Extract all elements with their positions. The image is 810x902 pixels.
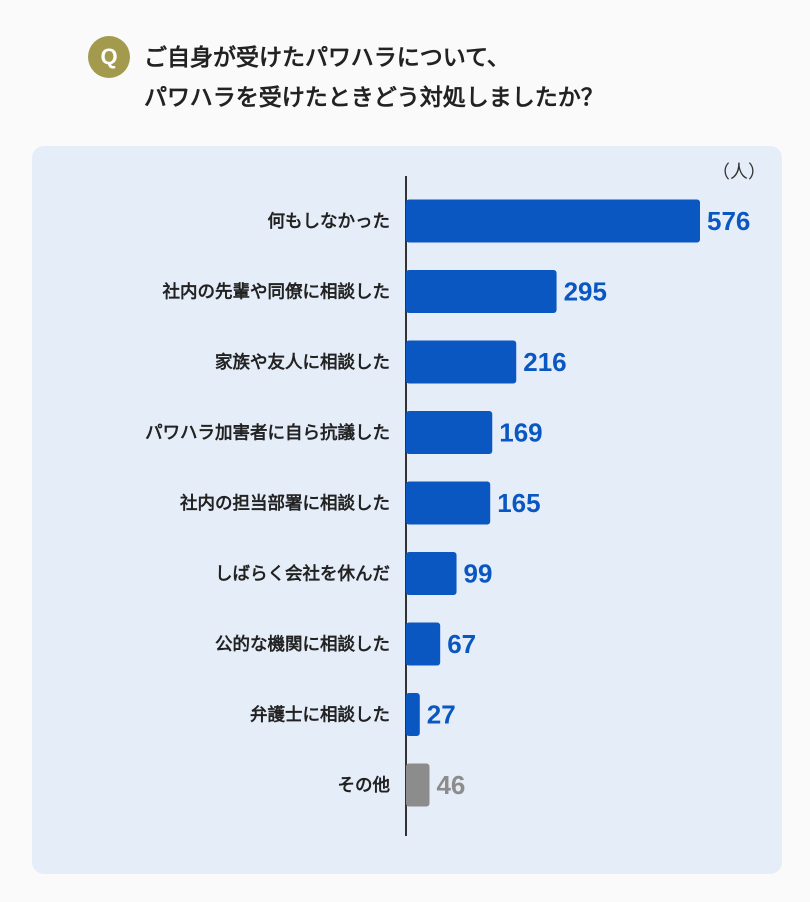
category-label-0: 何もしなかった <box>268 211 391 232</box>
value-label-8: 46 <box>436 770 465 800</box>
value-label-1: 295 <box>564 277 607 307</box>
value-label-4: 165 <box>497 488 540 518</box>
category-label-4: 社内の担当部署に相談した <box>179 493 390 514</box>
question-header: Q ご自身が受けたパワハラについて、 パワハラを受けたときどう対処しましたか？ <box>88 30 788 120</box>
category-label-5: しばらく会社を休んだ <box>215 564 390 585</box>
value-label-2: 216 <box>523 347 566 377</box>
value-label-7: 27 <box>427 700 456 730</box>
bar-6 <box>406 622 441 666</box>
value-label-5: 99 <box>464 559 493 589</box>
bar-2 <box>406 340 517 384</box>
value-label-6: 67 <box>447 629 476 659</box>
question-line-2: パワハラを受けたときどう対処しましたか？ <box>144 85 604 111</box>
category-label-1: 社内の先輩や同僚に相談した <box>162 282 391 303</box>
value-label-0: 576 <box>707 206 750 236</box>
bar-8 <box>406 763 430 807</box>
category-label-6: 公的な機関に相談した <box>215 634 390 655</box>
category-label-7: 弁護士に相談した <box>250 705 390 726</box>
question-badge: Q <box>88 36 130 78</box>
question-line-1: ご自身が受けたパワハラについて、 <box>144 45 510 71</box>
bar-0 <box>406 199 700 243</box>
unit-label: （人） <box>712 162 766 183</box>
bar-1 <box>406 270 557 313</box>
value-label-3: 169 <box>499 418 542 448</box>
category-label-3: パワハラ加害者に自ら抗議した <box>145 423 390 444</box>
bar-7 <box>406 693 420 736</box>
category-label-8: その他 <box>338 775 391 796</box>
bar-4 <box>406 481 491 525</box>
category-label-2: 家族や友人に相談した <box>215 352 390 373</box>
bar-3 <box>406 411 493 454</box>
bar-5 <box>406 552 457 595</box>
